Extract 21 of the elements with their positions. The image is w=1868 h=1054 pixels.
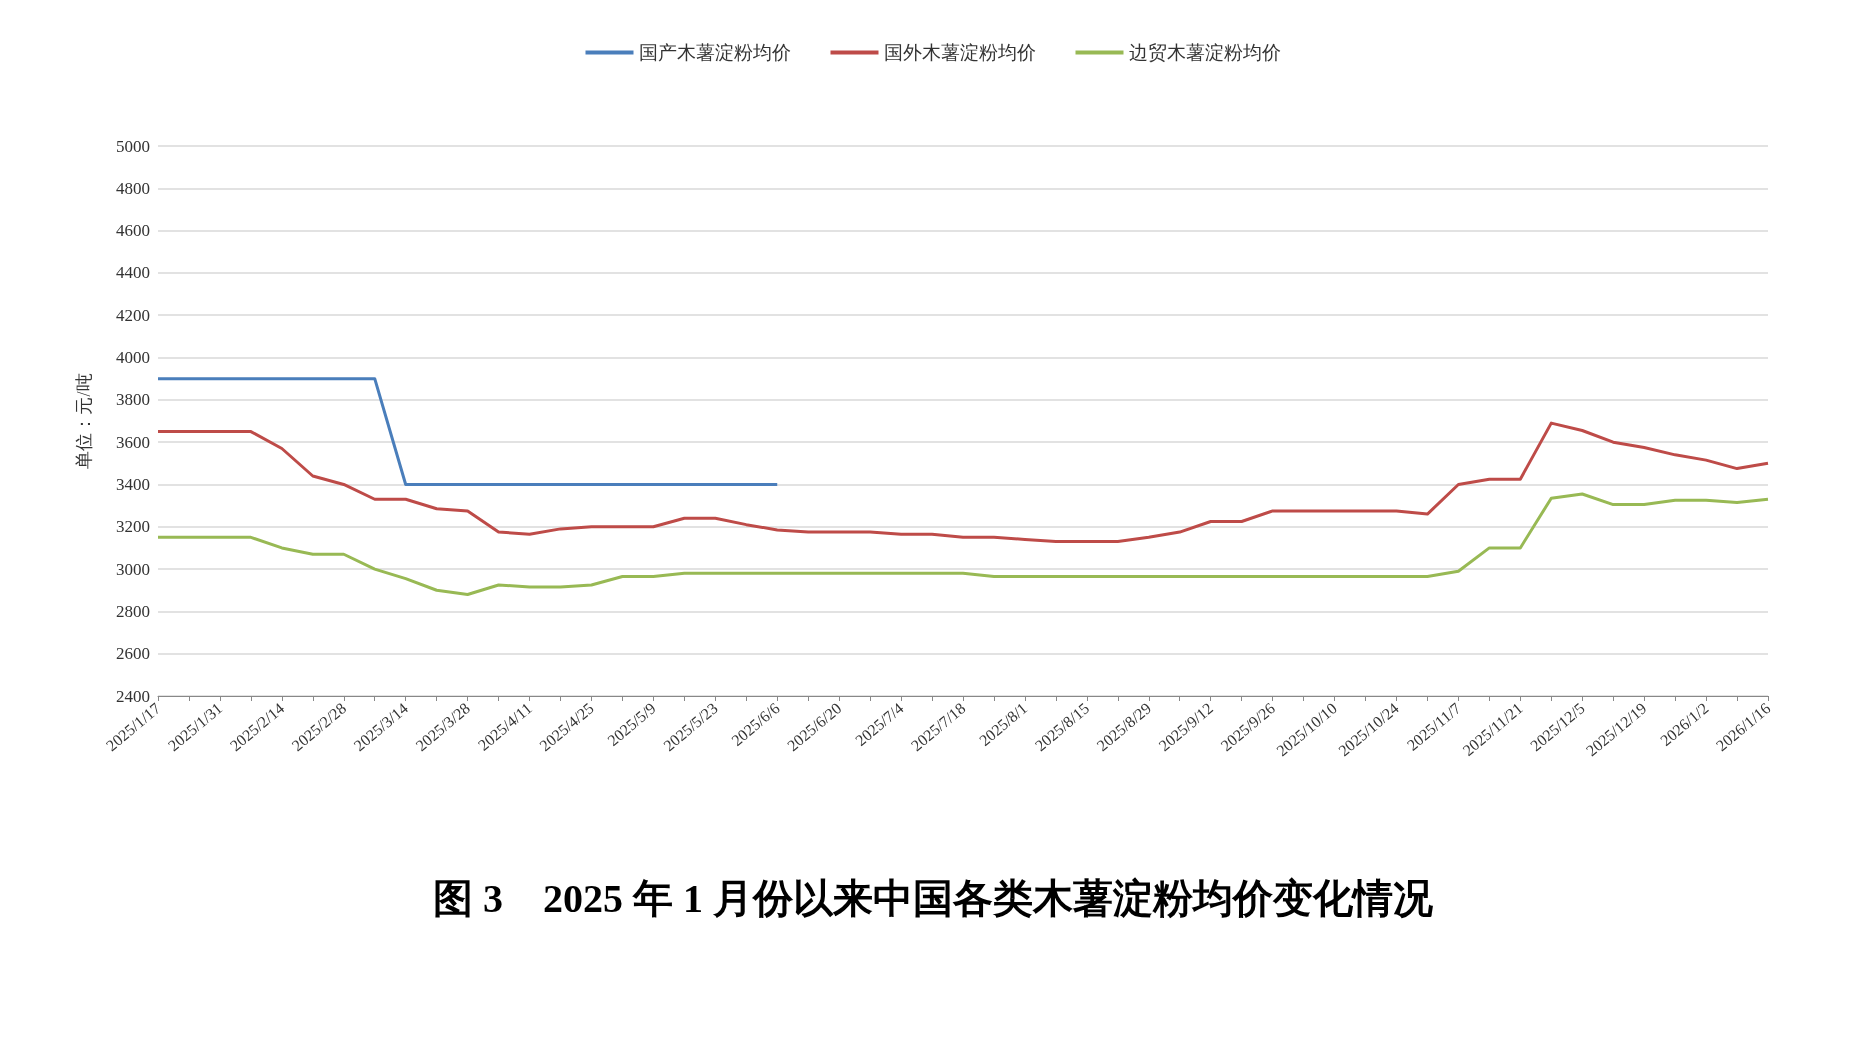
y-tick-label: 3600 xyxy=(116,432,150,452)
y-tick-label: 4000 xyxy=(116,348,150,368)
legend-label: 国产木薯淀粉均价 xyxy=(638,42,791,63)
y-tick-label: 2800 xyxy=(116,601,150,621)
y-tick-label: 4200 xyxy=(116,305,150,325)
y-tick-label: 5000 xyxy=(116,136,150,156)
y-tick-label: 2400 xyxy=(116,686,150,706)
legend-label: 国外木薯淀粉均价 xyxy=(883,42,1036,63)
y-tick-label: 3200 xyxy=(116,517,150,537)
y-tick-label: 2600 xyxy=(116,644,150,664)
line-series xyxy=(156,421,1770,544)
legend-label: 边贸木薯淀粉均价 xyxy=(1128,42,1281,63)
line-series xyxy=(156,492,1770,596)
y-tick-label: 4800 xyxy=(116,178,150,198)
y-tick-label: 3000 xyxy=(116,559,150,579)
y-tick-label: 4600 xyxy=(116,221,150,241)
y-tick-label: 3800 xyxy=(116,390,150,410)
y-tick-label: 3400 xyxy=(116,474,150,494)
text: 图 3 2025 年 1 月份以来中国各类木薯淀粉均价变化情况 xyxy=(433,875,1433,921)
y-axis-title: 单位：元/吨 xyxy=(74,373,94,469)
y-tick-label: 4400 xyxy=(116,263,150,283)
